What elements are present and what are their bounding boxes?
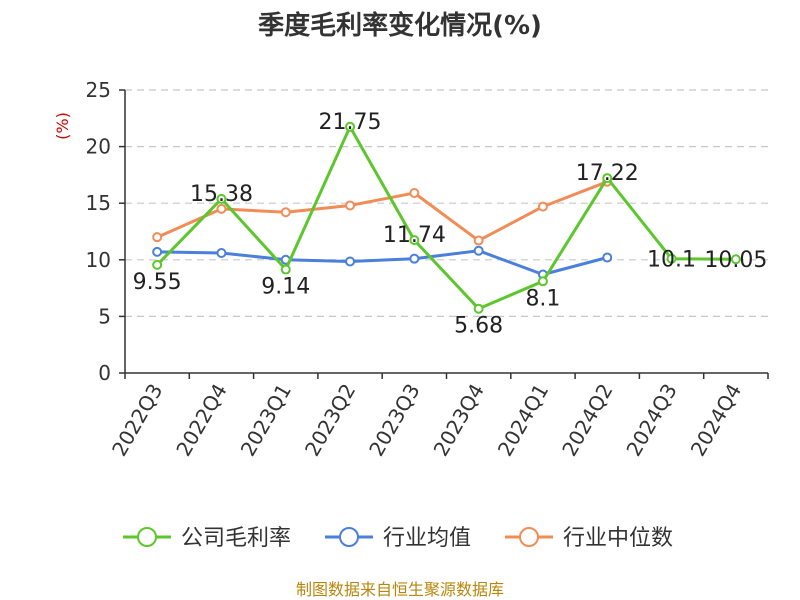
y-tick-label: 10 — [86, 248, 111, 272]
x-tick-label: 2024Q2 — [557, 380, 617, 461]
x-tick-label: 2024Q1 — [493, 380, 553, 461]
data-point — [537, 201, 548, 212]
legend-item: 行业中位数 — [505, 526, 673, 551]
y-tick-label: 25 — [86, 78, 111, 102]
x-tick-label: 2023Q1 — [236, 380, 296, 461]
data-label: 17.22 — [576, 161, 639, 186]
data-point — [473, 303, 484, 314]
data-point — [409, 235, 420, 246]
legend-item: 公司毛利率 — [123, 526, 291, 551]
data-label: 5.68 — [454, 314, 503, 339]
legend-item: 行业均值 — [325, 526, 471, 551]
series-line — [156, 125, 736, 311]
data-point — [409, 253, 420, 264]
x-tick-label: 2023Q4 — [429, 380, 489, 461]
y-tick-label: 20 — [86, 135, 111, 159]
legend-marker — [519, 527, 539, 547]
data-label: 8.1 — [525, 286, 560, 311]
x-tick-label: 2023Q3 — [364, 380, 424, 461]
data-point — [473, 235, 484, 246]
x-tick-label: 2023Q2 — [300, 380, 360, 461]
data-point — [666, 253, 677, 264]
chart-title: 季度毛利率变化情况(%) — [258, 10, 542, 41]
x-tick-label: 2024Q3 — [621, 380, 681, 461]
source-note: 制图数据来自恒生聚源数据库 — [296, 580, 504, 599]
series-line — [157, 249, 608, 276]
data-label: 10.1 — [647, 248, 696, 273]
data-label: 10.05 — [704, 248, 767, 273]
data-point — [216, 193, 227, 204]
data-point — [345, 121, 356, 132]
series-0 — [152, 121, 741, 314]
data-point — [473, 245, 484, 256]
legend: 公司毛利率 行业均值 行业中位数 — [123, 526, 673, 551]
data-point — [602, 252, 613, 263]
data-point — [152, 232, 163, 243]
data-point — [345, 256, 356, 267]
data-point — [216, 248, 227, 259]
data-labels: 9.55 15.38 9.14 21.75 11.74 5.68 8.1 17.22 10.1 1… — [133, 110, 768, 339]
x-tick-label: 2022Q4 — [171, 380, 231, 461]
data-point — [152, 246, 163, 257]
data-point — [345, 200, 356, 211]
y-tick-label: 0 — [98, 361, 111, 385]
legend-marker — [137, 527, 157, 547]
y-tick-label: 15 — [86, 191, 111, 215]
data-point — [409, 188, 420, 199]
series-layer — [152, 121, 741, 314]
data-label: 21.75 — [319, 110, 382, 135]
data-point — [537, 276, 548, 287]
data-label: 11.74 — [383, 223, 446, 248]
x-tick-label: 2024Q4 — [686, 380, 746, 461]
legend-label: 公司毛利率 — [181, 526, 291, 551]
data-point — [280, 264, 291, 275]
legend-label: 行业均值 — [383, 526, 471, 551]
y-tick-label: 5 — [98, 304, 111, 328]
data-point — [730, 254, 741, 265]
legend-marker — [339, 527, 359, 547]
data-label: 9.55 — [133, 270, 182, 295]
data-label: 15.38 — [190, 182, 253, 207]
data-point — [216, 203, 227, 214]
y-axis-label: (%) — [53, 112, 72, 140]
x-tick-label: 2022Q3 — [107, 380, 167, 461]
data-point — [602, 173, 613, 184]
data-label: 9.14 — [261, 275, 310, 300]
legend-label: 行业中位数 — [563, 526, 673, 551]
series-1 — [152, 245, 613, 280]
data-point — [152, 259, 163, 270]
data-point — [280, 207, 291, 218]
